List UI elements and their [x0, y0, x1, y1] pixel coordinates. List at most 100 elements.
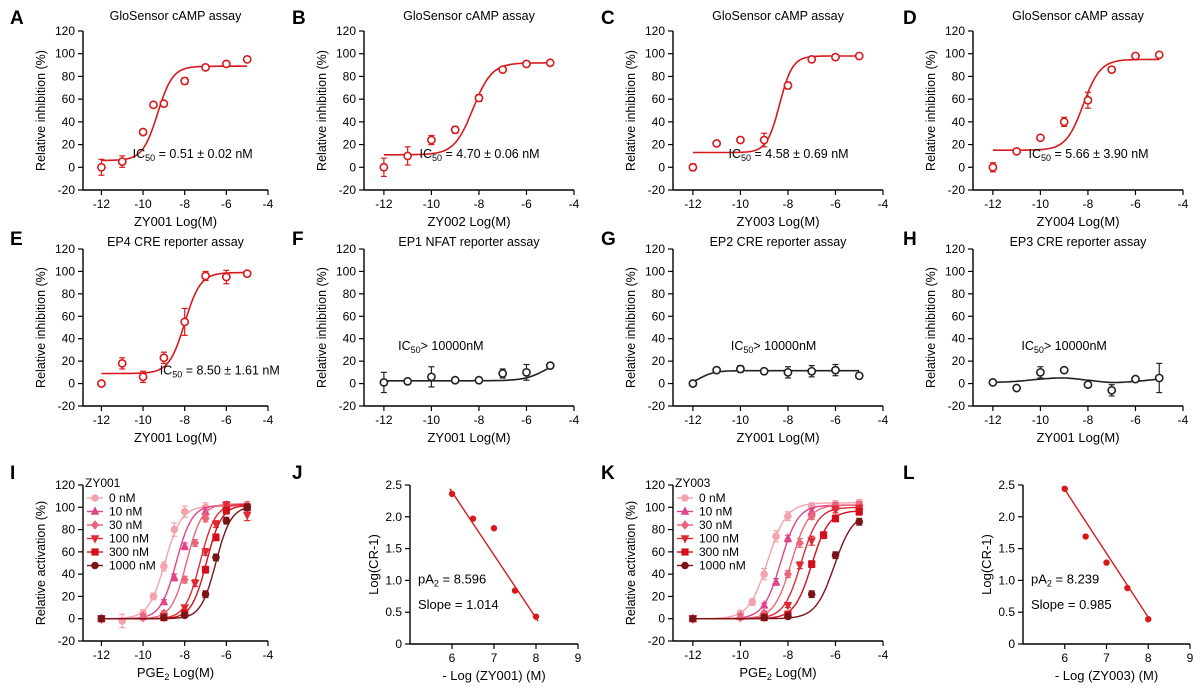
data-point	[138, 612, 148, 623]
x-tick-label: -12	[93, 197, 111, 211]
data-point	[807, 590, 816, 599]
fit-curve	[383, 61, 551, 156]
regression-line	[449, 488, 539, 622]
x-tick-label: -4	[263, 648, 274, 662]
legend-marker	[680, 506, 690, 515]
data-point	[1131, 51, 1140, 61]
x-tick-label: 7	[491, 651, 498, 665]
panel-label: E	[10, 229, 23, 250]
y-tick-label: 40	[343, 332, 357, 346]
y-tick-label: 60	[343, 92, 357, 106]
legend-label: 1000 nM	[109, 559, 156, 573]
data-point	[159, 596, 169, 606]
series-0	[688, 363, 864, 388]
data-point	[1059, 365, 1069, 375]
y-tick-label: 120	[945, 24, 965, 38]
ic50-value: > 10000nM	[753, 339, 816, 353]
series-0	[688, 51, 864, 172]
x-tick-label: 8	[533, 651, 540, 665]
x-tick-label: -8	[783, 648, 794, 662]
legend-marker	[680, 535, 690, 544]
data-point	[97, 379, 106, 388]
data-point	[807, 366, 817, 376]
y-tick-label: 20	[62, 589, 76, 603]
fit-curve	[692, 519, 860, 620]
y-tick-label: 0.5	[998, 605, 1015, 619]
x-tick-label: -6	[1130, 413, 1141, 427]
ic50-annotation: IC50 = 5.66 ± 3.90 nM	[1029, 147, 1149, 163]
x-tick-label: -6	[830, 648, 841, 662]
y-tick-label: 40	[652, 567, 666, 581]
y-tick-label: 80	[62, 69, 76, 83]
x-tick-label: -8	[474, 197, 485, 211]
panel-e: E EP4 CRE reporter assay -20 0 20 40 60 80 100 12…	[10, 229, 280, 445]
x-axis-label-rest: Log(M)	[772, 665, 817, 680]
y-tick-label: 120	[336, 24, 356, 38]
data-point	[1107, 385, 1117, 395]
y-tick-label: 0	[1008, 637, 1015, 651]
y-tick-label: 1.0	[385, 573, 402, 587]
panel-f: F EP1 NFAT reporter assay -20 0 20 40 60 80 100 1…	[292, 229, 580, 445]
data-point	[831, 551, 840, 560]
data-point	[379, 378, 389, 387]
x-axis-label: ZY004 Log(M)	[1036, 214, 1119, 229]
data-point	[427, 372, 436, 382]
x-tick-label: -8	[474, 413, 485, 427]
x-tick-label: -10	[732, 197, 750, 211]
y-tick-label: 120	[55, 242, 75, 256]
y-tick-label: 0	[68, 160, 75, 174]
data-point	[212, 533, 220, 541]
x-tick-label: 9	[575, 651, 582, 665]
ic50-annotation: IC50 = 8.50 ± 1.61 nM	[160, 364, 280, 380]
x-axis-label-rest: Log(M)	[169, 665, 214, 680]
panel-label: J	[292, 463, 303, 484]
x-tick-label: -10	[423, 197, 441, 211]
ic50-sub: 50	[741, 153, 751, 163]
x-axis-label: PGE2 Log(M)	[739, 665, 816, 682]
ic50-sub: 50	[411, 345, 421, 355]
panel-label: H	[903, 229, 917, 250]
y-tick-label: -20	[648, 634, 666, 648]
data-point	[854, 371, 864, 381]
data-point	[1036, 133, 1045, 143]
x-tick-label: -10	[1032, 197, 1050, 211]
data-point	[854, 51, 864, 61]
y-tick-label: 100	[336, 47, 356, 61]
y-tick-label: 20	[62, 354, 76, 368]
y-tick-label: 0	[658, 377, 665, 391]
data-point	[1107, 65, 1117, 75]
ic50-value: > 10000nM	[1044, 339, 1107, 353]
data-point	[180, 541, 189, 550]
x-tick-label: -4	[878, 413, 889, 427]
data-point	[759, 135, 769, 145]
panel-h: H EP3 CRE reporter assay -20 0 20 40 60 80 100 12…	[903, 229, 1189, 445]
pa2-prefix: pA	[418, 572, 434, 587]
data-point	[490, 525, 498, 532]
data-point	[736, 135, 745, 145]
x-tick-label: -8	[179, 413, 190, 427]
data-point	[403, 151, 413, 161]
pa2-sub: 2	[1047, 579, 1052, 589]
data-point	[180, 76, 190, 86]
y-axis-label: Relative inhibition (%)	[34, 50, 48, 171]
data-point	[469, 515, 477, 522]
x-tick-label: -12	[984, 197, 1002, 211]
data-point	[474, 375, 484, 385]
data-point	[988, 162, 998, 172]
x-tick-label: -12	[684, 413, 702, 427]
data-point	[855, 508, 863, 516]
legend-marker	[90, 535, 100, 544]
legend-label: 100 nM	[699, 532, 739, 546]
data-point	[180, 317, 190, 327]
y-tick-label: 40	[952, 115, 966, 129]
x-tick-label: -12	[684, 197, 702, 211]
panel-label: B	[292, 8, 306, 29]
panel-d: D GloSensor cAMP assay -20 0 20 40 60 80 100 120 -…	[903, 8, 1189, 229]
y-tick-label: 20	[952, 138, 966, 152]
x-tick-label: -8	[179, 197, 190, 211]
x-tick-label: -6	[1130, 197, 1141, 211]
data-point	[242, 511, 252, 521]
y-tick-label: 80	[62, 287, 76, 301]
y-tick-label: 0	[68, 377, 75, 391]
